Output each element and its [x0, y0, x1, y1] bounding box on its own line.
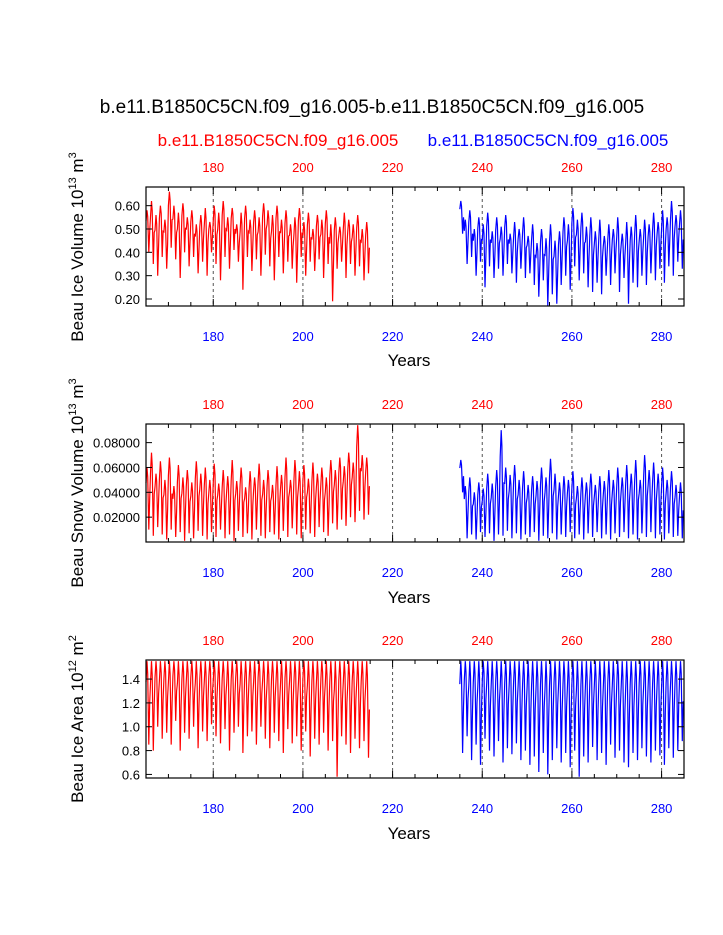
xtick-label-top: 280 — [651, 633, 673, 648]
ytick-label: 1.4 — [122, 672, 140, 687]
xtick-label-top: 200 — [292, 160, 314, 175]
xtick-label-top: 260 — [561, 633, 583, 648]
xtick-label-bottom: 260 — [561, 329, 583, 344]
xtick-label-bottom: 200 — [292, 801, 314, 816]
y-axis-title: Beau Ice Volume 1013 m3 — [67, 152, 87, 341]
ytick-label: 0.50 — [115, 222, 140, 237]
xtick-label-top: 180 — [202, 160, 224, 175]
case-b-label: b.e11.B1850C5CN.f09_g16.005 — [428, 131, 669, 150]
ytick-label: 0.04000 — [93, 485, 140, 500]
xtick-label-bottom: 280 — [651, 565, 673, 580]
xtick-label-top: 260 — [561, 397, 583, 412]
ytick-label: 0.02000 — [93, 510, 140, 525]
case-a-label: b.e11.B1850C5CN.f09_g16.005 — [158, 131, 399, 150]
xtick-label-bottom: 200 — [292, 329, 314, 344]
xtick-label-bottom: 280 — [651, 329, 673, 344]
xtick-label-top: 180 — [202, 397, 224, 412]
xtick-label-bottom: 260 — [561, 565, 583, 580]
xtick-label-bottom: 280 — [651, 801, 673, 816]
xtick-label-top: 220 — [382, 633, 404, 648]
xtick-label-bottom: 180 — [202, 565, 224, 580]
ytick-label: 1.0 — [122, 720, 140, 735]
xtick-label-bottom: 220 — [382, 329, 404, 344]
xtick-label-bottom: 240 — [471, 565, 493, 580]
panel-snow-volume: 0.02000 0.04000 0.06000 0.08000 180 180 200 200… — [67, 378, 685, 607]
xtick-label-bottom: 180 — [202, 329, 224, 344]
xtick-label-top: 200 — [292, 633, 314, 648]
series-case_b-ice-volume — [459, 200, 684, 307]
ytick-label: 0.8 — [122, 744, 140, 759]
xtick-label-bottom: 200 — [292, 565, 314, 580]
y-axis-title: Beau Snow Volume 1013 m3 — [67, 378, 87, 587]
ytick-label: 0.08000 — [93, 436, 140, 451]
xtick-label-bottom: 220 — [382, 801, 404, 816]
panel-ice-area: 0.6 0.8 1.0 1.2 1.4 180 180 200 200 220 220 240 240 2… — [67, 633, 685, 843]
xtick-label-bottom: 180 — [202, 801, 224, 816]
ytick-label: 0.06000 — [93, 460, 140, 475]
ytick-label: 0.6 — [122, 767, 140, 782]
xtick-label-top: 220 — [382, 160, 404, 175]
xtick-label-top: 240 — [471, 633, 493, 648]
series-case_a-snow-volume — [145, 425, 370, 541]
xtick-label-bottom: 240 — [471, 801, 493, 816]
x-axis-title: Years — [388, 351, 431, 370]
xtick-label-top: 280 — [651, 397, 673, 412]
series-case_a-ice-area — [145, 661, 370, 777]
ytick-label: 0.40 — [115, 245, 140, 260]
series-case_b-snow-volume — [459, 430, 684, 541]
xtick-label-top: 260 — [561, 160, 583, 175]
series-case_a-ice-volume — [145, 191, 370, 302]
xtick-label-bottom: 220 — [382, 565, 404, 580]
ytick-label: 0.20 — [115, 292, 140, 307]
ytick-label: 0.30 — [115, 269, 140, 284]
xtick-label-top: 200 — [292, 397, 314, 412]
ytick-label: 0.60 — [115, 199, 140, 214]
panel-ice-volume: 0.20 0.30 0.40 0.50 0.60 180 180 200 200 220 220 24… — [67, 152, 685, 370]
xtick-label-bottom: 240 — [471, 329, 493, 344]
x-axis-title: Years — [388, 824, 431, 843]
xtick-label-top: 220 — [382, 397, 404, 412]
x-axis-title: Years — [388, 588, 431, 607]
figure-title: b.e11.B1850C5CN.f09_g16.005-b.e11.B1850C… — [100, 97, 644, 118]
xtick-label-bottom: 260 — [561, 801, 583, 816]
xtick-label-top: 240 — [471, 160, 493, 175]
xtick-label-top: 280 — [651, 160, 673, 175]
series-case_b-ice-area — [459, 661, 684, 777]
xtick-label-top: 240 — [471, 397, 493, 412]
y-axis-title: Beau Ice Area 1012 m2 — [67, 635, 87, 803]
ytick-label: 1.2 — [122, 696, 140, 711]
xtick-label-top: 180 — [202, 633, 224, 648]
